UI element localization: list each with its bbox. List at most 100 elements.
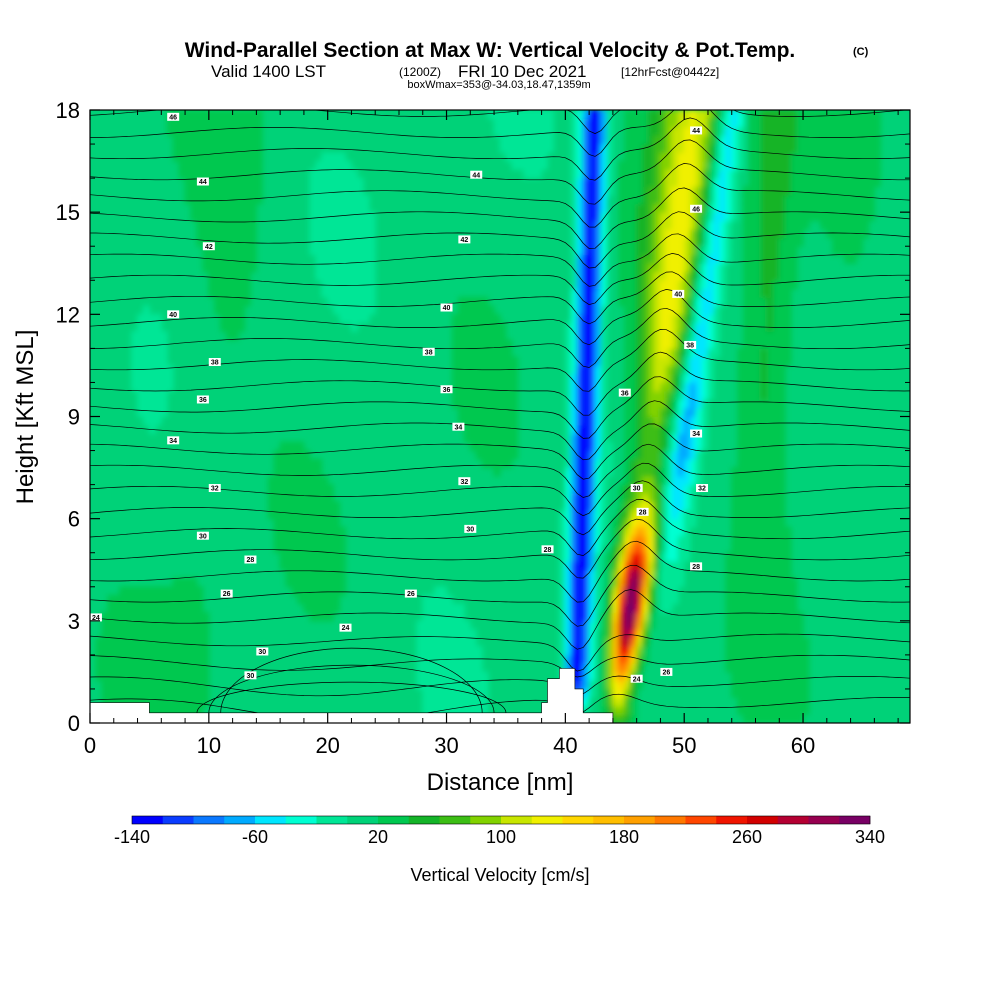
field-cell xyxy=(107,637,115,647)
field-cell xyxy=(624,603,632,613)
field-cell xyxy=(725,620,733,630)
field-cell xyxy=(451,705,459,715)
field-cell xyxy=(749,322,757,332)
field-cell xyxy=(856,220,863,230)
field-cell xyxy=(755,152,762,162)
field-cell xyxy=(101,671,109,681)
field-cell xyxy=(618,169,626,179)
field-cell xyxy=(582,671,590,681)
field-cell xyxy=(778,679,786,690)
field-cell xyxy=(137,662,144,673)
field-cell xyxy=(630,288,638,298)
field-cell xyxy=(659,552,667,562)
field-cell xyxy=(345,245,352,256)
field-cell xyxy=(576,322,584,332)
field-cell xyxy=(648,509,655,520)
field-cell xyxy=(760,628,768,639)
field-cell xyxy=(790,160,798,171)
field-cell xyxy=(624,203,632,213)
field-cell xyxy=(677,271,685,281)
contour-label: 38 xyxy=(208,358,221,367)
colorbar-swatch xyxy=(316,816,348,824)
field-cell xyxy=(249,118,257,128)
field-cell xyxy=(737,560,745,571)
field-cell xyxy=(600,203,608,213)
field-cell xyxy=(648,552,655,562)
field-cell xyxy=(594,467,602,477)
field-cell xyxy=(772,696,780,707)
field-cell xyxy=(772,118,780,128)
field-cell xyxy=(148,637,156,647)
field-cell xyxy=(208,110,216,120)
field-cell xyxy=(588,203,596,213)
field-cell xyxy=(142,356,150,366)
field-cell xyxy=(600,279,608,290)
field-cell xyxy=(743,688,751,698)
field-cell xyxy=(457,322,465,332)
field-cell xyxy=(612,628,620,639)
field-cell xyxy=(790,577,798,588)
field-cell xyxy=(339,535,347,545)
field-cell xyxy=(440,611,448,622)
field-cell xyxy=(576,143,584,154)
field-cell xyxy=(731,620,739,630)
field-cell xyxy=(148,688,156,698)
field-cell xyxy=(137,696,144,707)
field-cell xyxy=(671,560,679,571)
field-cell xyxy=(273,535,281,545)
field-cell xyxy=(101,637,109,647)
potential-temperature-contours xyxy=(90,110,910,722)
field-cell xyxy=(309,603,317,613)
field-cell xyxy=(642,645,650,656)
field-cell xyxy=(469,416,477,426)
field-cell xyxy=(624,467,632,477)
field-cell xyxy=(350,220,358,230)
field-cell xyxy=(642,339,650,349)
field-cell xyxy=(172,671,180,681)
field-cell xyxy=(463,662,471,673)
field-cell xyxy=(790,194,798,205)
contour-label: 42 xyxy=(458,235,471,244)
field-cell xyxy=(784,637,792,647)
field-cell xyxy=(630,271,638,281)
field-cell xyxy=(683,433,691,443)
field-cell xyxy=(677,143,685,154)
field-cell xyxy=(832,126,840,137)
field-cell xyxy=(362,288,370,298)
field-cell xyxy=(511,424,519,435)
colorbar: -140 -60 20 100 180 260 340 xyxy=(114,815,885,847)
field-cell xyxy=(749,143,757,154)
field-cell xyxy=(137,347,144,358)
field-cell xyxy=(339,305,347,315)
field-cell xyxy=(636,381,644,392)
field-cell xyxy=(707,271,715,281)
field-cell xyxy=(345,220,352,230)
field-cell xyxy=(689,501,697,511)
field-cell xyxy=(820,203,828,213)
field-cell xyxy=(148,398,156,409)
field-cell xyxy=(677,347,685,358)
field-cell xyxy=(588,177,596,188)
field-cell xyxy=(576,186,584,196)
field-cell xyxy=(760,518,768,528)
field-cell xyxy=(665,220,673,230)
field-cell xyxy=(505,118,513,128)
field-cell xyxy=(606,177,614,188)
y-tick-label: 6 xyxy=(68,507,80,532)
field-cell xyxy=(677,364,685,375)
field-cell xyxy=(618,211,626,222)
contour-label: 36 xyxy=(618,388,631,397)
field-cell xyxy=(743,611,751,622)
field-cell xyxy=(808,177,816,188)
field-cell xyxy=(624,577,632,588)
field-cell xyxy=(659,313,667,324)
field-cell xyxy=(119,671,127,681)
field-cell xyxy=(677,262,685,273)
field-cell xyxy=(677,228,685,239)
field-cell xyxy=(178,118,186,128)
field-cell xyxy=(582,203,590,213)
field-cell xyxy=(95,662,103,673)
field-cell xyxy=(178,110,186,120)
field-cell xyxy=(826,220,834,230)
field-cell xyxy=(588,620,596,630)
